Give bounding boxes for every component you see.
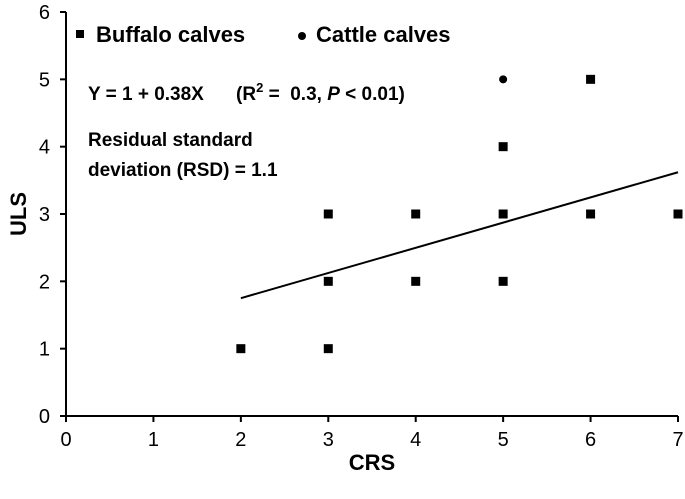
rsd-line-2: deviation (RSD) = 1.1: [88, 160, 278, 181]
buffalo-data-point: [586, 209, 596, 219]
regression-stats: (R2 = 0.3, P < 0.01): [236, 80, 405, 105]
legend-buffalo-marker: [76, 30, 84, 38]
regression-line: [240, 171, 679, 300]
stats-open: (R: [236, 84, 256, 105]
rsd-line-1: Residual standard: [88, 130, 253, 151]
x-tick-label: 6: [585, 429, 596, 451]
y-tick-label: 1: [39, 339, 50, 361]
buffalo-data-point: [236, 344, 246, 354]
buffalo-data-point: [323, 209, 333, 219]
y-tick-label: 2: [39, 271, 50, 293]
legend-buffalo-label: Buffalo calves: [96, 22, 245, 47]
y-axis-label: ULS: [6, 192, 31, 236]
buffalo-data-point: [498, 276, 508, 286]
buffalo-data-point: [411, 276, 421, 286]
stats-p: P: [327, 84, 340, 105]
x-tick-label: 3: [323, 429, 334, 451]
x-tick-label: 1: [148, 429, 159, 451]
stats-superscript: 2: [256, 80, 263, 95]
regression-equation: Y = 1 + 0.38X: [88, 84, 204, 105]
buffalo-data-point: [498, 142, 508, 152]
x-tick-label: 2: [235, 429, 246, 451]
x-tick-label: 7: [672, 429, 683, 451]
y-tick-label: 3: [39, 204, 50, 226]
stats-mid: = 0.3,: [263, 84, 327, 105]
x-tick-label: 5: [498, 429, 509, 451]
x-tick-label: 0: [60, 429, 71, 451]
buffalo-data-point: [323, 276, 333, 286]
stats-close: < 0.01): [340, 84, 405, 105]
legend-cattle-label: Cattle calves: [316, 22, 451, 47]
buffalo-data-point: [323, 344, 333, 354]
buffalo-data-point: [586, 74, 596, 84]
y-tick-label: 4: [39, 137, 50, 159]
x-tick-label: 4: [410, 429, 421, 451]
cattle-data-point: [499, 75, 508, 84]
y-tick-label: 0: [39, 406, 50, 428]
buffalo-data-point: [411, 209, 421, 219]
y-tick-label: 5: [39, 69, 50, 91]
x-axis-label: CRS: [349, 450, 395, 475]
legend: Buffalo calves Cattle calves: [76, 22, 451, 47]
buffalo-data-point: [673, 209, 683, 219]
legend-cattle-marker: [298, 32, 306, 40]
buffalo-data-point: [498, 209, 508, 219]
y-tick-label: 6: [39, 2, 50, 24]
